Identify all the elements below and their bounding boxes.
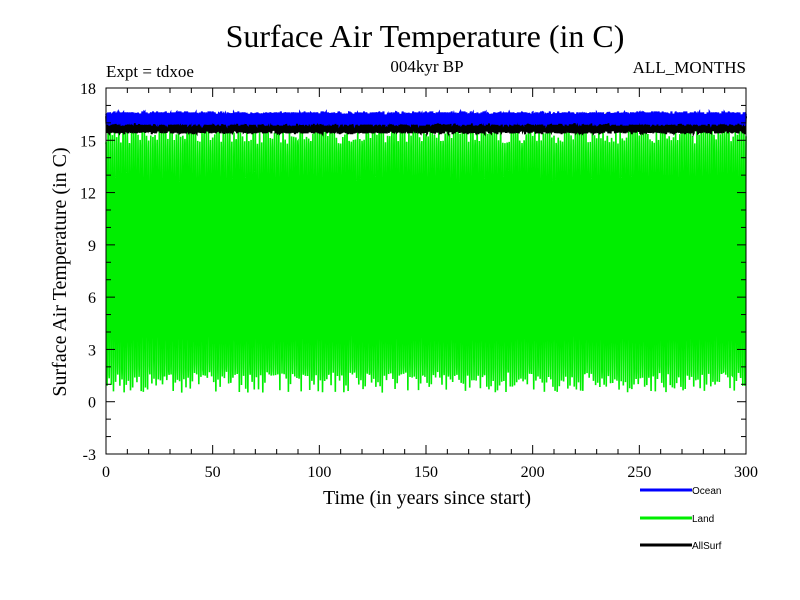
y-tick-label: -3 [83, 447, 96, 464]
y-tick-label: 15 [80, 133, 96, 150]
axes: 0 50 100 150 200 250 300 -3 0 3 6 9 12 15 18 [80, 81, 758, 481]
legend-item-ocean: Ocean [640, 486, 721, 497]
x-tick-label: 250 [627, 464, 651, 481]
x-tick-label: 0 [102, 464, 110, 481]
legend-item-land: Land [640, 514, 714, 525]
plot-data [105, 108, 747, 393]
x-tick-label: 100 [307, 464, 331, 481]
legend-label: AllSurf [692, 541, 722, 552]
y-tick-label: 0 [88, 395, 96, 412]
legend: Ocean Land AllSurf [640, 486, 722, 552]
chart-right-label: ALL_MONTHS [633, 58, 746, 77]
x-tick-label: 200 [521, 464, 545, 481]
y-tick-label: 9 [88, 238, 96, 255]
chart-left-label: Expt = tdxoe [106, 62, 194, 81]
series-line-ocean [105, 108, 747, 129]
legend-item-allsurf: AllSurf [640, 541, 722, 552]
x-tick-label: 50 [205, 464, 221, 481]
y-tick-label: 6 [88, 290, 96, 307]
series-line-land [105, 123, 747, 393]
x-axis-label: Time (in years since start) [323, 487, 531, 509]
y-tick-label: 18 [80, 81, 96, 98]
x-tick-label: 150 [414, 464, 438, 481]
y-tick-label: 12 [80, 186, 96, 203]
y-axis-label: Surface Air Temperature (in C) [49, 147, 71, 396]
chart-title: Surface Air Temperature (in C) [226, 18, 625, 54]
x-tick-label: 300 [734, 464, 758, 481]
y-tick-label: 3 [88, 342, 96, 359]
legend-label: Land [692, 514, 714, 525]
chart-subtitle: 004kyr BP [390, 57, 463, 76]
legend-label: Ocean [692, 486, 721, 497]
